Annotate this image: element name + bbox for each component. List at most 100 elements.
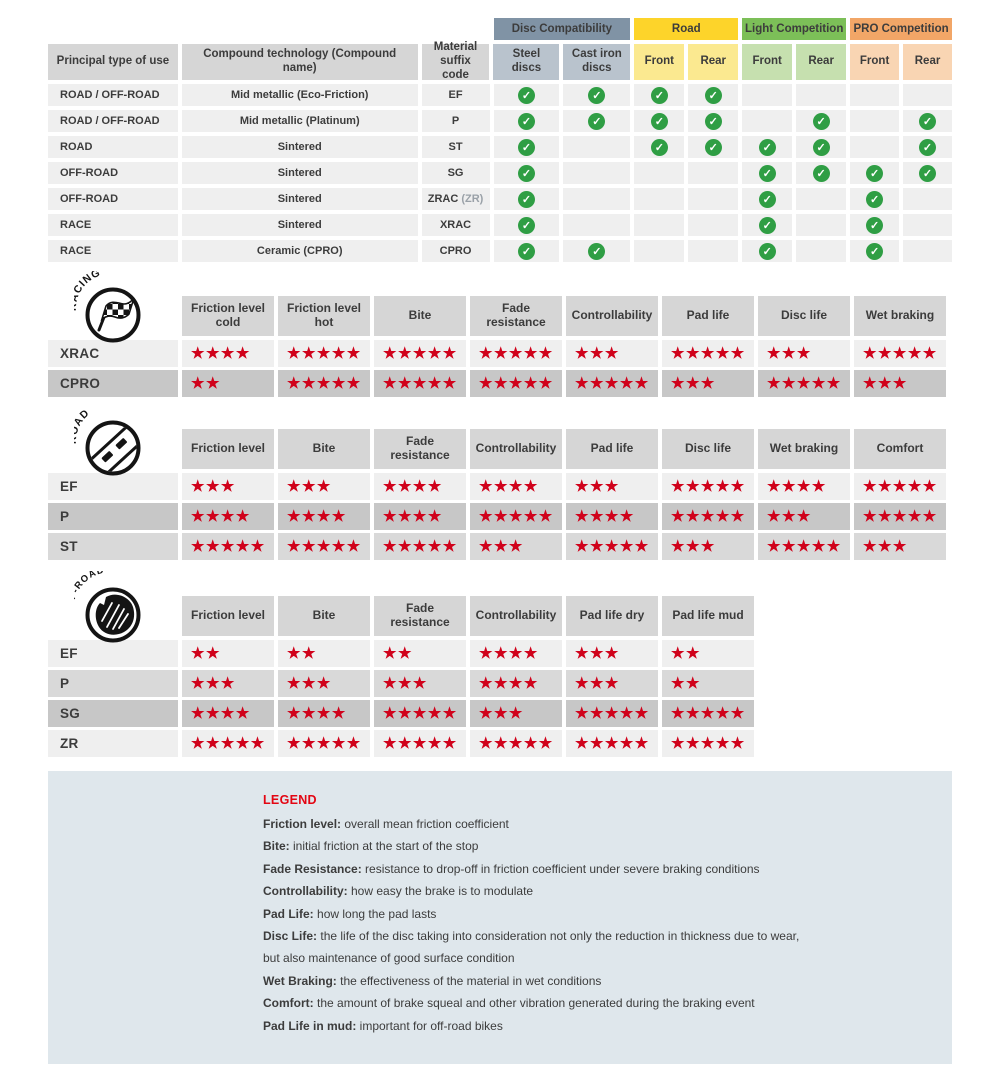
star-rating: ★★★★: [470, 473, 562, 500]
star-rating: ★★: [662, 670, 754, 697]
star-icons: ★★★★★: [671, 735, 746, 752]
legend-desc: how easy the brake is to modulate: [351, 884, 534, 899]
star-rating: ★★★: [566, 473, 658, 500]
check-icon: ✓: [704, 112, 722, 130]
legend-desc: how long the pad lasts: [317, 906, 437, 921]
rating-column-header-comfort: Comfort: [854, 429, 946, 469]
star-icons: ★★★★★: [383, 705, 458, 722]
check-icon: ✓: [517, 86, 535, 104]
star-rating: ★★: [182, 640, 274, 667]
check-icon: ✓: [866, 164, 884, 182]
star-icons: ★★★★★: [287, 538, 362, 555]
check-icon: ✓: [650, 112, 668, 130]
star-rating: ★★★: [662, 533, 754, 560]
rating-row-offroad-ef: EF ★★ ★★ ★★ ★★★★ ★★★ ★★: [48, 640, 952, 667]
check-icon: ✓: [650, 138, 668, 156]
legend-entry: Wet Braking: the effectiveness of the ma…: [263, 973, 922, 990]
compat-check-cell: ✓: [850, 214, 900, 236]
check-icon: ✓: [812, 112, 830, 130]
legend-entry: Disc Life: the life of the disc taking i…: [263, 928, 922, 945]
star-icons: ★★★★★: [671, 705, 746, 722]
rating-column-header-disc-life: Disc life: [758, 296, 850, 336]
star-rating: ★★★★: [374, 473, 466, 500]
use-cell: OFF-ROAD: [48, 162, 178, 184]
check-icon: ✓: [758, 164, 776, 182]
rating-column-header-pad-life: Pad life: [662, 296, 754, 336]
star-icons: ★★★★★: [575, 538, 650, 555]
column-header-material-suffix-code: Material suffix code: [421, 41, 490, 81]
legend-term: Disc Life:: [263, 928, 321, 943]
code-suffix-text: (ZR): [461, 193, 484, 205]
rating-column-header-bite: Bite: [278, 596, 370, 636]
legend-desc: the amount of brake squeal and other vib…: [317, 996, 755, 1011]
star-rating: ★★★★★: [662, 340, 754, 367]
legend-desc: resistance to drop-off in friction coeff…: [365, 861, 760, 876]
check-icon: ✓: [517, 112, 535, 130]
code-cell: ZRAC (ZR): [421, 188, 490, 210]
compat-check-cell: ✓: [493, 136, 560, 158]
star-icons: ★★★★: [191, 345, 251, 362]
rating-row-offroad-p: P ★★★ ★★★ ★★★ ★★★★ ★★★ ★★: [48, 670, 952, 697]
legend-entry: Comfort: the amount of brake squeal and …: [263, 995, 922, 1012]
star-icons: ★★: [383, 645, 413, 662]
star-rating: ★★★★★: [374, 700, 466, 727]
star-icons: ★★★★: [575, 508, 635, 525]
column-header-disc-compatibility-cast-iron-discs: Cast iron discs: [563, 44, 631, 80]
tech-cell: Sintered: [181, 214, 418, 236]
code-text: CPRO: [439, 245, 472, 257]
star-rating: ★★★★: [182, 340, 274, 367]
legend-entry: Bite: initial friction at the start of t…: [263, 838, 922, 855]
column-header-pro-competition-front: Front: [850, 44, 900, 80]
compat-empty-cell: [688, 188, 739, 210]
tech-cell: Sintered: [181, 136, 418, 158]
star-icons: ★★★★★: [671, 345, 746, 362]
check-icon: ✓: [919, 112, 936, 130]
group-header-light-competition: Light Competition: [742, 18, 847, 40]
star-icons: ★★★: [287, 675, 332, 692]
tech-cell: Sintered: [181, 162, 418, 184]
compat-check-cell: ✓: [796, 162, 847, 184]
star-icons: ★★★: [575, 478, 620, 495]
compat-row-p: ROAD / OFF-ROAD Mid metallic (Platinum) P ✓…: [48, 110, 952, 132]
star-icons: ★★: [671, 675, 701, 692]
star-rating: ★★★★: [278, 700, 370, 727]
compat-check-cell: ✓: [493, 188, 560, 210]
compat-empty-cell: [634, 188, 685, 210]
check-icon: ✓: [704, 86, 722, 104]
star-icons: ★★★: [383, 675, 428, 692]
compat-empty-cell: [742, 110, 793, 132]
star-rating: ★★★: [854, 370, 946, 397]
compound-label: ZR: [48, 730, 178, 757]
legend-term: Wet Braking:: [263, 973, 341, 988]
star-icons: ★★★★★: [479, 345, 554, 362]
code-text: P: [451, 115, 460, 127]
rating-row-offroad-sg: SG ★★★★ ★★★★ ★★★★★ ★★★ ★★★★★ ★★★★★: [48, 700, 952, 727]
compat-empty-cell: [563, 136, 631, 158]
compat-table: Disc Compatibility Road Light Competition P…: [48, 18, 953, 262]
legend-panel: LEGEND Friction level: overall mean fric…: [48, 771, 952, 1064]
star-rating: ★★★★: [470, 670, 562, 697]
offroad-rows: EF ★★ ★★ ★★ ★★★★ ★★★ ★★ P ★★★ ★★★ ★★★ ★★★★ ★★★ ★★ SG ★★…: [48, 640, 952, 757]
check-icon: ✓: [758, 242, 776, 260]
star-rating: ★★★: [758, 340, 850, 367]
use-cell: RACE: [48, 214, 178, 236]
legend-desc: the effectiveness of the material in wet…: [340, 973, 602, 988]
rating-row-road-ef: EF ★★★ ★★★ ★★★★ ★★★★ ★★★ ★★★★★ ★★★★ ★★★★★: [48, 473, 952, 500]
star-icons: ★★: [191, 645, 221, 662]
star-icons: ★★★: [479, 538, 524, 555]
compat-empty-cell: [850, 84, 900, 106]
compat-check-cell: ✓: [742, 188, 793, 210]
compat-empty-cell: [742, 84, 793, 106]
compat-check-cell: ✓: [903, 136, 952, 158]
star-rating: ★★★★★: [374, 730, 466, 757]
rating-row-road-p: P ★★★★ ★★★★ ★★★★ ★★★★★ ★★★★ ★★★★★ ★★★ ★★★★★: [48, 503, 952, 530]
compat-empty-cell: [903, 240, 952, 262]
star-rating: ★★★: [662, 370, 754, 397]
compat-empty-cell: [634, 240, 685, 262]
compat-check-cell: ✓: [493, 214, 560, 236]
star-icons: ★★★★: [287, 705, 347, 722]
star-rating: ★★★★★: [374, 370, 466, 397]
group-header-disc-compatibility: Disc Compatibility: [493, 18, 631, 40]
rating-column-header-friction-level: Friction level: [182, 596, 274, 636]
